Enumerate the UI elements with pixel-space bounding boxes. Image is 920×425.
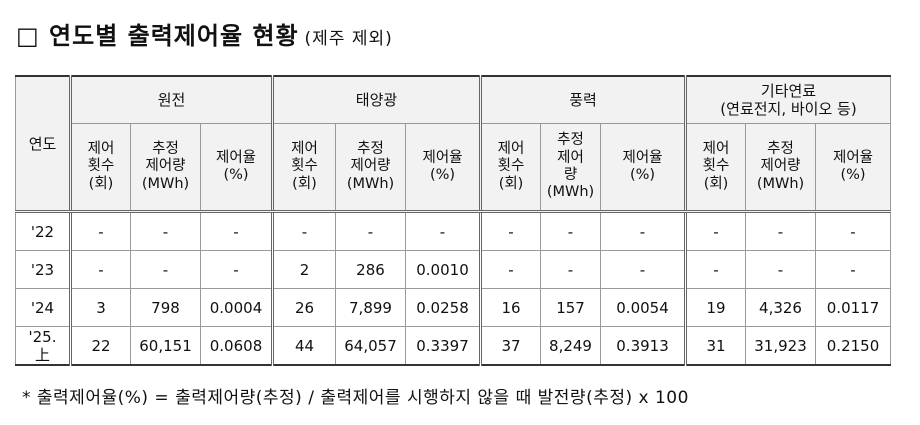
value-cell: 31: [684, 326, 747, 366]
value-cell: 0.0117: [815, 288, 892, 327]
subheader: 제어 횟수 (회): [69, 123, 131, 213]
group-header: 풍력: [479, 75, 687, 124]
value-cell: -: [200, 211, 273, 251]
year-header: 연도: [15, 75, 71, 213]
value-cell: 0.0258: [404, 288, 482, 327]
year-cell: '25. 上: [15, 326, 71, 366]
value-cell: 3: [69, 288, 131, 327]
data-row: '23- - -2 286 0.0010- - - - - -: [15, 250, 892, 289]
footnote: * 출력제어율(%) = 출력제어량(추정) / 출력제어를 시행하지 않을 때…: [22, 388, 689, 408]
value-cell: -: [815, 250, 892, 289]
subheader: 추정 제어량 (MWh): [130, 123, 201, 213]
subheader: 제어 횟수 (회): [271, 123, 336, 213]
subheader: 제어 횟수 (회): [479, 123, 542, 213]
value-cell: -: [600, 250, 687, 289]
value-cell: 31,923: [745, 326, 817, 366]
value-cell: -: [600, 211, 687, 251]
subtitle: (제주 제외): [304, 29, 393, 49]
header-row: 연도 원전 태양광 풍력 기타연료 (연료전지, 바이오 등): [15, 75, 892, 213]
title: □ 연도별 출력제어율 현황 (제주 제외): [16, 16, 393, 51]
value-cell: 798: [130, 288, 201, 327]
value-cell: -: [69, 250, 131, 289]
subheader: 제어율 (%): [404, 123, 482, 213]
value-cell: -: [479, 211, 542, 251]
value-cell: 7,899: [335, 288, 406, 327]
subheader: 제어율 (%): [815, 123, 892, 213]
value-cell: -: [130, 250, 201, 289]
subheader: 추정 제어 량 (MWh): [540, 123, 602, 213]
subheader: 제어 횟수 (회): [684, 123, 747, 213]
value-cell: -: [815, 211, 892, 251]
year-cell: '23: [15, 250, 71, 289]
value-cell: 8,249: [540, 326, 602, 366]
subheader: 추정 제어량 (MWh): [335, 123, 406, 213]
value-cell: 16: [479, 288, 542, 327]
value-cell: 0.0608: [200, 326, 273, 366]
table: 연도 원전 태양광 풍력 기타연료 (연료전지, 바이오 등) 제어 횟수 (회) 추정 제…: [15, 75, 892, 366]
value-cell: -: [130, 211, 201, 251]
value-cell: -: [684, 250, 747, 289]
group-header: 기타연료 (연료전지, 바이오 등): [684, 75, 892, 124]
value-cell: 0.0054: [600, 288, 687, 327]
value-cell: -: [479, 250, 542, 289]
value-cell: 0.0004: [200, 288, 273, 327]
group-header: 태양광: [270, 75, 482, 124]
value-cell: 0.0010: [404, 250, 482, 289]
value-cell: 44: [271, 326, 336, 366]
title-text: □ 연도별 출력제어율 현황: [16, 22, 299, 50]
subheader: 제어율 (%): [200, 123, 273, 213]
value-cell: 22: [69, 326, 131, 366]
subheader-row: 제어 횟수 (회) 추정 제어량 (MWh) 제어율 (%) 제어 횟수 (회) 추정 …: [16, 123, 892, 213]
value-cell: 0.3913: [600, 326, 687, 366]
value-cell: -: [69, 211, 131, 251]
value-cell: 37: [479, 326, 542, 366]
value-cell: -: [540, 250, 602, 289]
data-row: '25. 上 22 60,151 0.0608 44 64,057 0.3397 37 8,24…: [15, 326, 892, 366]
value-cell: -: [404, 211, 482, 251]
value-cell: 60,151: [130, 326, 201, 366]
group-header: 원전: [69, 75, 273, 124]
subheader: 추정 제어량 (MWh): [745, 123, 817, 213]
value-cell: -: [684, 211, 747, 251]
value-cell: -: [745, 211, 817, 251]
value-cell: -: [335, 211, 406, 251]
year-cell: '24: [15, 288, 71, 327]
data-row: '24 3 798 0.0004 26 7,899 0.0258 16 157 0.0054 19 4…: [15, 288, 892, 327]
value-cell: 19: [684, 288, 747, 327]
value-cell: 157: [540, 288, 602, 327]
value-cell: 286: [335, 250, 406, 289]
value-cell: -: [745, 250, 817, 289]
value-cell: 26: [271, 288, 336, 327]
year-cell: '22: [15, 211, 71, 251]
value-cell: 64,057: [335, 326, 406, 366]
value-cell: -: [271, 211, 336, 251]
subheader: 제어율 (%): [600, 123, 687, 213]
value-cell: 4,326: [745, 288, 817, 327]
data-row: '22- - - - - - - - - - - -: [15, 211, 892, 251]
value-cell: 0.3397: [404, 326, 482, 366]
value-cell: -: [540, 211, 602, 251]
value-cell: 2: [271, 250, 336, 289]
value-cell: -: [200, 250, 273, 289]
value-cell: 0.2150: [815, 326, 892, 366]
